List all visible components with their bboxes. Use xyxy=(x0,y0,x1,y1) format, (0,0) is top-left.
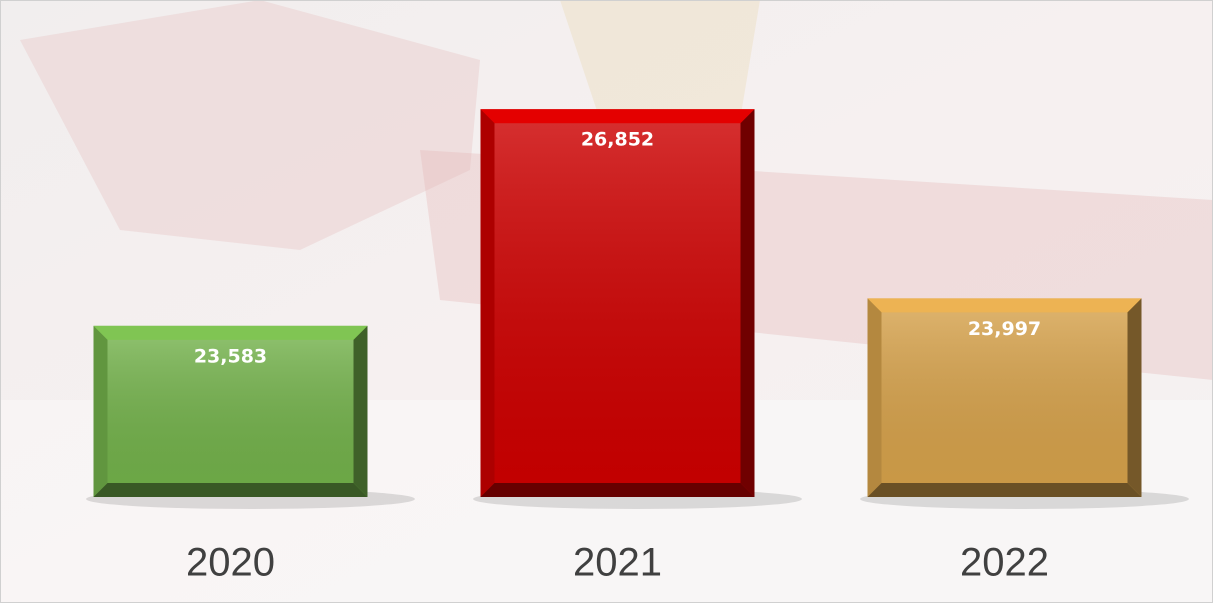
bar-face-shade xyxy=(495,123,741,483)
bar-bevel xyxy=(1128,298,1142,497)
bar-bevel xyxy=(868,483,1142,497)
x-tick-label: 2021 xyxy=(573,541,662,585)
bar-bevel xyxy=(741,109,755,497)
chart: 23,583 2020 26,852 2021 23,997 2022 xyxy=(0,0,1213,603)
bar-bevel xyxy=(481,109,495,497)
x-tick-label: 2022 xyxy=(960,541,1049,585)
bar-bevel xyxy=(481,483,755,497)
bar-bevel xyxy=(868,298,882,497)
x-tick-label: 2020 xyxy=(186,541,275,585)
value-label: 23,583 xyxy=(194,345,267,367)
bar-bevel xyxy=(94,326,108,497)
value-label: 23,997 xyxy=(968,318,1041,340)
bar-bevel xyxy=(94,326,368,340)
bar-bevel xyxy=(481,109,755,123)
value-label: 26,852 xyxy=(581,129,654,151)
bar-bevel xyxy=(94,483,368,497)
bar-bevel xyxy=(868,298,1142,312)
bar-bevel xyxy=(354,326,368,497)
